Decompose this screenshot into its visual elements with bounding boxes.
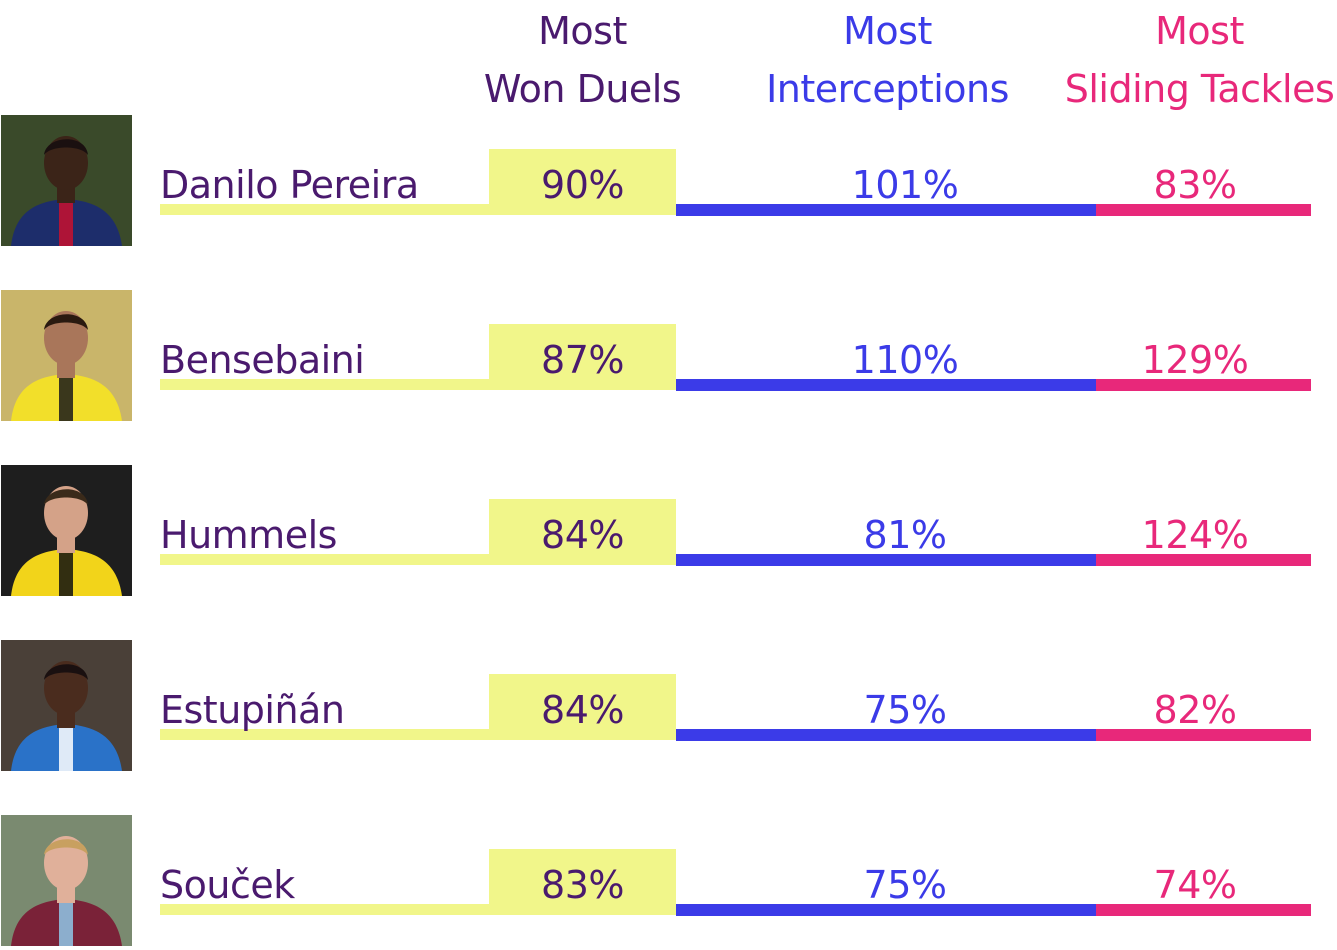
- sliding-tackles-bar: [1096, 904, 1311, 916]
- duels-highlight: [489, 324, 676, 390]
- player-photo: [1, 815, 132, 946]
- sliding-tackles-bar: [1096, 379, 1311, 391]
- header-line: Most: [843, 9, 932, 53]
- won-duels-value: 84%: [541, 513, 624, 557]
- interceptions-bar: [676, 204, 1096, 216]
- duels-highlight: [489, 499, 676, 565]
- won-duels-value: 87%: [541, 338, 624, 382]
- sliding-tackles-bar: [1096, 729, 1311, 741]
- player-name: Estupiñán: [160, 688, 345, 732]
- header-most-interceptions: Most Interceptions: [745, 2, 1030, 118]
- header-most-won-duels: Most Won Duels: [455, 2, 710, 118]
- interceptions-value: 75%: [863, 863, 947, 907]
- duels-highlight: [489, 674, 676, 740]
- sliding-tackles-value: 129%: [1141, 338, 1249, 382]
- player-row: Souček 83% 75% 74%: [0, 815, 1337, 950]
- player-row: Estupiñán 84% 75% 82%: [0, 640, 1337, 775]
- won-duels-value: 83%: [541, 863, 624, 907]
- won-duels-value: 84%: [541, 688, 624, 732]
- sliding-tackles-bar: [1096, 204, 1311, 216]
- duels-underline: [160, 204, 490, 215]
- duels-underline: [160, 379, 490, 390]
- header-line: Sliding Tackles: [1064, 67, 1335, 111]
- header-line: Most: [1155, 9, 1244, 53]
- duels-underline: [160, 729, 490, 740]
- interceptions-value: 75%: [863, 688, 947, 732]
- duels-underline: [160, 904, 490, 915]
- header-most-sliding-tackles: Most Sliding Tackles: [1062, 2, 1337, 118]
- interceptions-bar: [676, 554, 1096, 566]
- player-photo: [1, 290, 132, 421]
- sliding-tackles-bar: [1096, 554, 1311, 566]
- interceptions-bar: [676, 379, 1096, 391]
- interceptions-bar: [676, 729, 1096, 741]
- player-row: Hummels 84% 81% 124%: [0, 465, 1337, 600]
- player-row: Bensebaini 87% 110% 129%: [0, 290, 1337, 425]
- sliding-tackles-value: 82%: [1153, 688, 1237, 732]
- player-name: Hummels: [160, 513, 337, 557]
- sliding-tackles-value: 74%: [1153, 863, 1237, 907]
- sliding-tackles-value: 83%: [1153, 163, 1237, 207]
- player-photo: [1, 115, 132, 246]
- interceptions-value: 101%: [851, 163, 959, 207]
- player-photo: [1, 640, 132, 771]
- player-photo: [1, 465, 132, 596]
- header-line: Won Duels: [483, 67, 682, 111]
- duels-underline: [160, 554, 490, 565]
- interceptions-value: 110%: [851, 338, 959, 382]
- player-name: Souček: [160, 863, 295, 907]
- interceptions-bar: [676, 904, 1096, 916]
- header-line: Most: [538, 9, 627, 53]
- player-row: Danilo Pereira 90% 101% 83%: [0, 115, 1337, 250]
- player-name: Danilo Pereira: [160, 163, 419, 207]
- player-name: Bensebaini: [160, 338, 365, 382]
- duels-highlight: [489, 849, 676, 915]
- won-duels-value: 90%: [541, 163, 624, 207]
- interceptions-value: 81%: [863, 513, 947, 557]
- header-line: Interceptions: [766, 67, 1009, 111]
- sliding-tackles-value: 124%: [1141, 513, 1249, 557]
- duels-highlight: [489, 149, 676, 215]
